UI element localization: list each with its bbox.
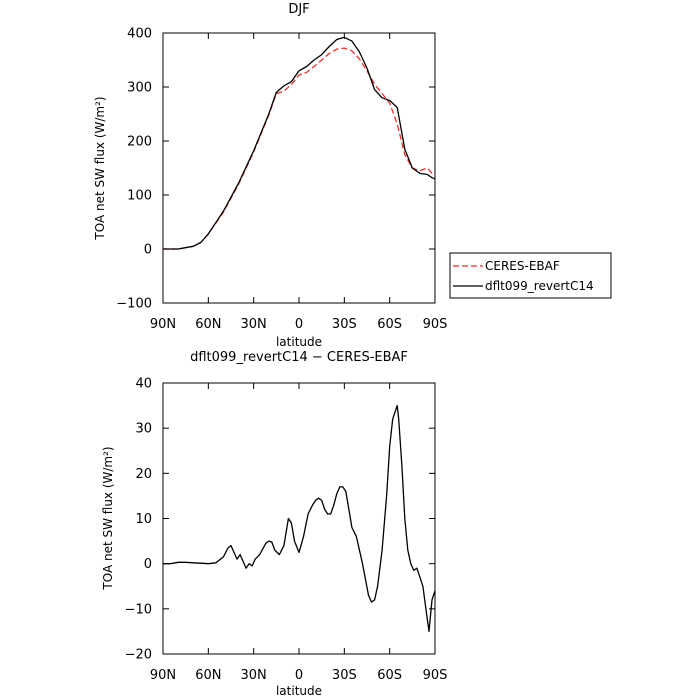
series-line-difference — [163, 404, 436, 633]
x-axis: 90N 60N 30N 0 30S 60S 90S — [150, 383, 448, 683]
x-tick-label: 90N — [150, 668, 176, 683]
y-tick-label: 200 — [127, 135, 152, 150]
plot-frame — [162, 382, 436, 655]
x-axis-label: latitude — [276, 684, 322, 698]
x-axis-label: latitude — [276, 335, 322, 349]
y-tick-label: −100 — [116, 297, 152, 312]
x-tick-label: 90S — [423, 668, 448, 683]
x-tick-label: 30S — [332, 317, 357, 332]
y-tick-label: 0 — [144, 557, 152, 572]
legend-label-model: dflt099_revertC14 — [485, 279, 594, 293]
y-tick-label: 400 — [127, 27, 152, 42]
x-tick-label: 60S — [377, 668, 402, 683]
y-tick-label: 10 — [135, 512, 152, 527]
y-tick-label: 0 — [144, 243, 152, 258]
chart-title: dflt099_revertC14 − CERES-EBAF — [190, 350, 408, 365]
chart-difference: dflt099_revertC14 − CERES-EBAF −20 −10 0 10… — [101, 350, 447, 698]
series-line-ceres-ebaf — [163, 47, 436, 250]
x-tick-label: 30N — [241, 317, 267, 332]
y-tick-label: 300 — [127, 81, 152, 96]
chart-title: DJF — [288, 2, 309, 17]
x-tick-label: 60S — [377, 317, 402, 332]
series-lines — [163, 404, 436, 633]
y-tick-label: 40 — [135, 377, 152, 392]
y-axis-label: TOA net SW flux (W/m²) — [93, 96, 107, 240]
x-axis: 90N 60N 30N 0 30S 60S 90S — [150, 33, 448, 332]
y-tick-label: −20 — [125, 648, 152, 663]
legend-box — [449, 252, 612, 299]
y-axis: −100 0 100 200 300 400 — [116, 27, 435, 312]
x-tick-label: 90S — [423, 317, 448, 332]
y-tick-label: −10 — [125, 602, 152, 617]
x-tick-label: 60N — [195, 317, 221, 332]
y-axis: −20 −10 0 10 20 30 40 — [125, 377, 435, 663]
x-tick-label: 60N — [195, 668, 221, 683]
x-tick-label: 30N — [241, 668, 267, 683]
x-tick-label: 0 — [295, 668, 303, 683]
series-line-dflt099-revertc14 — [163, 36, 436, 250]
series-lines — [163, 36, 436, 250]
y-tick-label: 100 — [127, 189, 152, 204]
y-tick-label: 20 — [135, 467, 152, 482]
x-tick-label: 0 — [295, 317, 303, 332]
y-axis-label: TOA net SW flux (W/m²) — [101, 446, 115, 590]
x-tick-label: 30S — [332, 668, 357, 683]
x-tick-label: 90N — [150, 317, 176, 332]
legend: CERES-EBAF dflt099_revertC14 — [449, 252, 612, 299]
legend-label-ceres: CERES-EBAF — [485, 259, 560, 273]
y-tick-label: 30 — [135, 422, 152, 437]
plot-frame — [162, 32, 436, 304]
